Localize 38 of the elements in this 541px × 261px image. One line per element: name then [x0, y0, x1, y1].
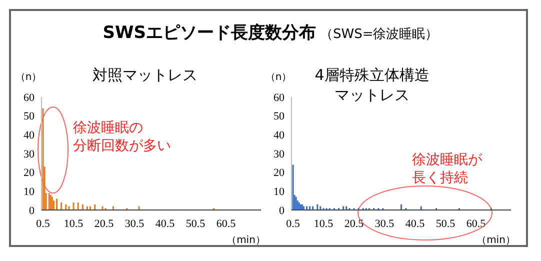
x-tick-label: 30.5 — [124, 218, 145, 230]
x-tick-label: 60.5 — [216, 218, 236, 230]
y-tick-label: 50 — [274, 110, 285, 123]
x-axis-title: （min） — [226, 235, 266, 246]
y-tick-label: 10 — [24, 186, 35, 198]
x-tick-label: 20.5 — [94, 218, 114, 230]
chart-title: 4層特殊立体構造マットレス — [314, 66, 430, 104]
y-tick-label: 20 — [274, 167, 285, 180]
x-tick-label: 60.5 — [466, 218, 486, 230]
x-tick-label: 0.5 — [286, 218, 300, 230]
annotation: 徐波睡眠が長く持続 — [412, 152, 483, 186]
chart-title: 対照マットレス — [92, 66, 198, 84]
y-tick-label: 20 — [24, 167, 35, 180]
y-tick-label: 40 — [274, 130, 285, 142]
x-axis-title: （min） — [476, 235, 516, 246]
y-tick-label: 50 — [24, 110, 35, 123]
x-tick-label: 50.5 — [186, 218, 206, 230]
text: SWSエピソード長度数分布 — [102, 23, 316, 43]
text: （SWS=徐波睡眠） — [320, 27, 438, 42]
x-tick-label: 40.5 — [405, 218, 426, 230]
x-tick-label: 50.5 — [436, 218, 456, 230]
x-tick-label: 40.5 — [155, 218, 176, 230]
y-axis-title: （n） — [15, 72, 42, 83]
y-axis-title: （n） — [265, 72, 292, 83]
y-tick-label: 0 — [279, 204, 285, 217]
x-tick-label: 10.5 — [64, 218, 84, 230]
x-tick-label: 10.5 — [314, 218, 334, 230]
y-tick-label: 40 — [24, 130, 35, 142]
y-tick-label: 60 — [274, 92, 285, 104]
y-tick-label: 30 — [24, 148, 35, 160]
x-tick-label: 0.5 — [36, 218, 50, 230]
y-tick-label: 30 — [274, 148, 285, 160]
x-tick-label: 20.5 — [344, 218, 364, 230]
y-tick-label: 10 — [274, 186, 285, 198]
x-tick-label: 30.5 — [374, 218, 395, 230]
annotation: 徐波睡眠の分断回数が多い — [73, 120, 171, 154]
y-tick-label: 60 — [24, 92, 35, 104]
y-tick-label: 0 — [29, 204, 35, 217]
